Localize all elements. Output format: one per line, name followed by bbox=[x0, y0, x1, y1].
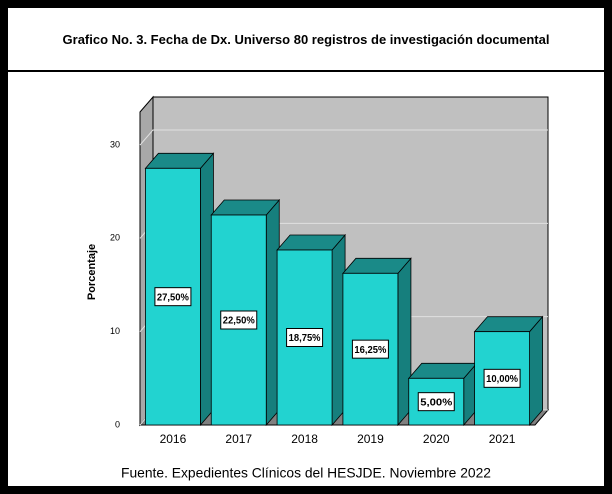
x-tick-label: 2021 bbox=[489, 432, 516, 446]
x-tick-label: 2017 bbox=[225, 432, 252, 446]
x-tick-label: 2018 bbox=[291, 432, 318, 446]
value-label: 27,50% bbox=[157, 292, 189, 303]
value-label: 10,00% bbox=[486, 374, 518, 385]
y-tick-label: 0 bbox=[115, 419, 120, 429]
chart-title: Grafico No. 3. Fecha de Dx. Universo 80 … bbox=[62, 31, 550, 47]
caption: Fuente. Expedientes Clínicos del HESJDE.… bbox=[121, 465, 491, 481]
value-label: 5,00% bbox=[420, 397, 452, 408]
value-label: 22,50% bbox=[223, 316, 255, 327]
value-label-box bbox=[286, 328, 324, 347]
y-tick-label: 30 bbox=[110, 139, 120, 149]
x-tick-label: 2020 bbox=[423, 432, 450, 446]
y-axis-label: Porcentaje bbox=[86, 244, 98, 300]
x-tick-label: 2016 bbox=[160, 432, 187, 446]
y-tick-label: 20 bbox=[110, 233, 120, 243]
value-label-box bbox=[483, 368, 521, 388]
y-tick-label: 10 bbox=[110, 326, 120, 336]
bar-side bbox=[529, 315, 543, 427]
value-label-box bbox=[154, 287, 192, 307]
value-label-box bbox=[417, 392, 455, 412]
grid-line bbox=[139, 129, 548, 146]
title-box: Grafico No. 3. Fecha de Dx. Universo 80 … bbox=[8, 8, 604, 72]
value-label-box bbox=[220, 310, 258, 330]
value-label: 18,75% bbox=[289, 333, 321, 344]
value-label: 16,25% bbox=[354, 345, 386, 356]
x-tick-label: 2019 bbox=[357, 432, 384, 446]
value-label-box bbox=[351, 339, 389, 359]
